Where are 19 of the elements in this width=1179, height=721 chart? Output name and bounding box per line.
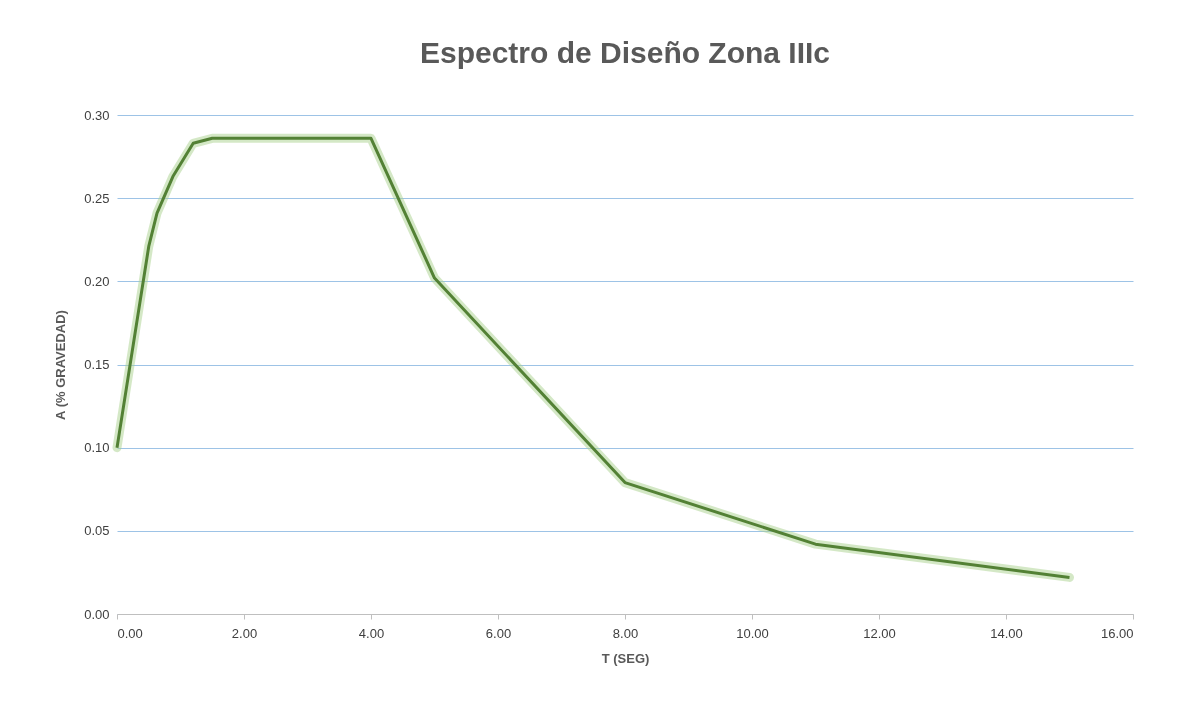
x-tick-label: 14.00 — [990, 625, 1023, 641]
x-axis-title: T (SEG) — [601, 650, 650, 666]
chart-title: Espectro de Diseño Zona IIIc — [419, 36, 831, 69]
y-tick-label: 0.00 — [84, 606, 110, 622]
y-tick-label: 0.05 — [84, 523, 110, 539]
x-tick-label: 6.00 — [485, 625, 512, 641]
y-tick-label: 0.20 — [84, 273, 110, 289]
x-tick-label: 10.00 — [736, 625, 769, 641]
x-tick-label: 0.00 — [117, 625, 143, 641]
x-tick-label: 12.00 — [863, 625, 896, 641]
x-tick-label: 2.00 — [231, 625, 258, 641]
x-tick-label: 8.00 — [612, 625, 639, 641]
y-tick-label: 0.10 — [84, 440, 110, 456]
y-tick-label: 0.25 — [84, 190, 110, 206]
x-tick-label: 16.00 — [1100, 625, 1134, 641]
y-axis-title: A (% GRAVEDAD) — [53, 310, 69, 420]
y-tick-label: 0.15 — [84, 357, 110, 372]
x-tick-label: 4.00 — [358, 625, 385, 641]
y-tick-label: 0.30 — [84, 107, 110, 123]
